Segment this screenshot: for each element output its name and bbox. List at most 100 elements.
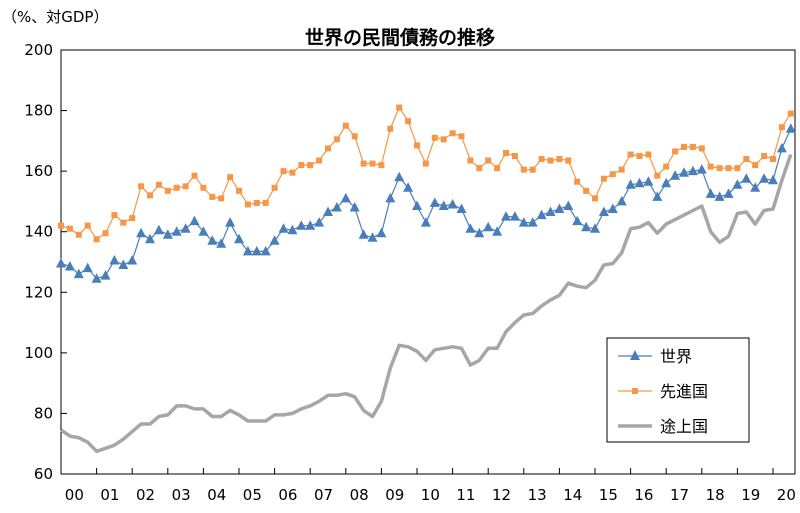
data-point [396, 104, 403, 111]
data-point [689, 143, 696, 150]
data-point [403, 182, 414, 192]
data-point [581, 221, 592, 232]
data-point [565, 157, 572, 164]
data-point [538, 156, 545, 163]
data-point [145, 233, 155, 244]
data-point [776, 142, 787, 153]
data-point [750, 182, 761, 192]
data-point [590, 223, 600, 233]
data-point [218, 195, 225, 202]
x-tick-label: 19 [741, 486, 760, 504]
x-tick-label: 07 [314, 486, 333, 504]
data-point [618, 166, 625, 173]
x-tick-label: 15 [599, 486, 618, 504]
data-point [358, 229, 369, 239]
data-point [583, 187, 590, 194]
data-point [260, 245, 271, 256]
data-point [483, 221, 494, 232]
data-point [725, 165, 732, 172]
data-point [155, 181, 162, 188]
data-point [120, 219, 127, 226]
data-point [307, 162, 314, 169]
data-point [429, 197, 440, 207]
data-point [236, 187, 242, 194]
data-point [182, 183, 189, 190]
x-tick-label: 08 [350, 486, 369, 504]
x-tick-label: 18 [706, 486, 725, 504]
data-point [209, 193, 216, 200]
data-point [262, 199, 269, 206]
data-point [136, 227, 147, 238]
data-point [785, 123, 796, 133]
data-point [600, 175, 607, 182]
data-point [287, 224, 298, 235]
data-point [741, 173, 752, 183]
data-point [449, 130, 456, 137]
data-point [234, 233, 244, 244]
data-point [431, 134, 438, 141]
data-point [714, 191, 725, 201]
chart-title: 世界の民間債務の推移 [305, 26, 495, 49]
series-line [60, 153, 793, 454]
y-tick-label: 100 [24, 344, 53, 362]
data-point [474, 227, 485, 238]
data-point [509, 211, 520, 221]
data-point [342, 122, 349, 129]
data-point [554, 203, 565, 213]
data-point [563, 200, 574, 210]
x-tick-label: 10 [421, 486, 440, 504]
data-point [251, 245, 262, 256]
data-point [607, 203, 618, 213]
data-point [138, 183, 145, 190]
data-point [269, 235, 280, 245]
data-point [289, 169, 296, 176]
data-point [503, 149, 509, 156]
data-point [100, 270, 111, 280]
data-point [456, 203, 467, 213]
data-point [180, 223, 191, 233]
data-point [111, 212, 118, 219]
data-point [547, 157, 554, 164]
data-point [102, 230, 109, 237]
data-point [173, 184, 180, 191]
data-point [681, 143, 687, 150]
data-point [716, 165, 723, 172]
data-point [412, 200, 422, 210]
data-point [485, 157, 492, 164]
data-point [369, 160, 376, 167]
data-point [394, 171, 405, 182]
data-point [572, 215, 583, 226]
legend-marker [630, 350, 640, 360]
data-point [732, 179, 743, 189]
data-point [778, 124, 785, 131]
data-point [316, 157, 323, 164]
data-point [679, 167, 689, 177]
x-tick-label: 12 [492, 486, 511, 504]
x-tick-label: 14 [563, 486, 582, 504]
y-tick-label: 200 [24, 41, 53, 59]
series-先進国 [58, 104, 794, 243]
data-point [625, 179, 636, 189]
data-point [127, 255, 138, 265]
data-point [360, 160, 367, 167]
data-point [696, 164, 707, 174]
data-point [171, 226, 182, 236]
data-point [242, 245, 253, 256]
legend-label: 先進国 [660, 382, 708, 401]
data-point [698, 145, 705, 152]
data-point [376, 227, 387, 238]
data-point [189, 215, 200, 226]
data-point [162, 229, 173, 239]
x-tick-label: 17 [670, 486, 689, 504]
data-point [661, 177, 672, 188]
data-point [225, 217, 236, 227]
data-point [492, 226, 503, 236]
data-point [501, 211, 511, 221]
data-point [153, 224, 164, 235]
x-tick-label: 09 [385, 486, 404, 504]
data-point [598, 206, 609, 216]
data-point [351, 133, 358, 140]
series-途上国 [60, 153, 793, 454]
